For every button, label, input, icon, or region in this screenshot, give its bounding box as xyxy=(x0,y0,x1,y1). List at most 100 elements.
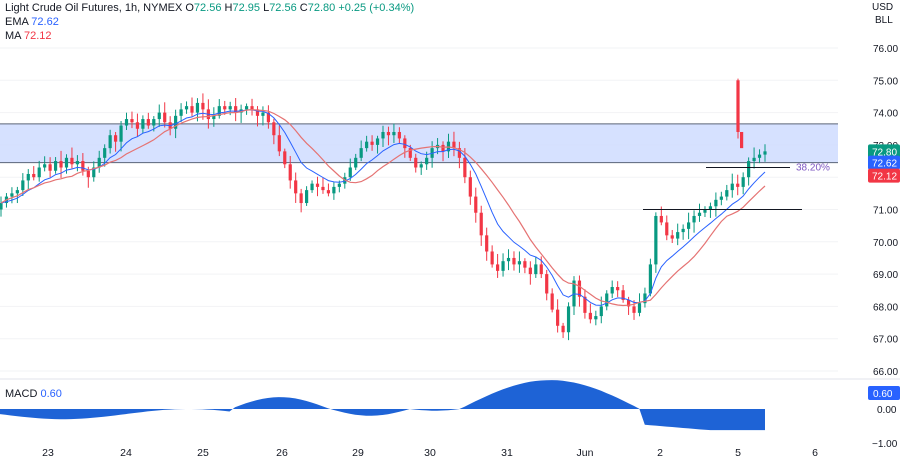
candle-body xyxy=(119,125,123,142)
candle-body xyxy=(244,106,249,110)
candle-body xyxy=(32,173,36,178)
candle-body xyxy=(610,287,614,294)
candle-body xyxy=(637,303,642,313)
candle-body xyxy=(457,148,461,158)
ma-legend[interactable]: MA 72.12 xyxy=(5,30,52,42)
ema-legend[interactable]: EMA 72.62 xyxy=(5,16,59,28)
candle-body xyxy=(294,180,298,194)
price-badge: 72.80 xyxy=(872,147,897,158)
candle-body xyxy=(703,209,707,213)
candle-body xyxy=(577,280,582,297)
candle-body xyxy=(714,199,718,207)
candle-body xyxy=(386,131,391,136)
candle-body xyxy=(59,161,63,168)
currency-label: USD xyxy=(872,2,894,13)
ma-badge-bg xyxy=(868,168,900,183)
candle-body xyxy=(632,306,636,313)
candle-body xyxy=(763,151,767,155)
candle-body xyxy=(15,190,19,194)
candle-body xyxy=(626,299,631,307)
candle-body xyxy=(757,154,762,158)
candle-body xyxy=(419,164,423,168)
candle-body xyxy=(425,157,429,165)
candle-body xyxy=(643,293,647,304)
candle-body xyxy=(594,316,598,320)
grid xyxy=(0,47,838,372)
candle-body xyxy=(81,161,85,171)
candle-body xyxy=(228,106,232,110)
candle-body xyxy=(463,157,467,178)
high-value: 72.95 xyxy=(232,2,260,14)
close-value: 72.80 xyxy=(307,2,336,14)
time-tick-label: Jun xyxy=(577,447,594,459)
candle-body xyxy=(75,161,79,165)
candle-body xyxy=(452,141,456,149)
fib-label: 38.20% xyxy=(796,163,830,174)
candle-body xyxy=(485,235,489,252)
candle-body xyxy=(26,173,30,181)
time-tick-label: 31 xyxy=(501,447,513,459)
macd-legend[interactable]: MACD 0.60 xyxy=(5,388,62,400)
candle-body xyxy=(277,135,281,152)
candle-body xyxy=(283,151,287,165)
time-axis: 23 24 25 26 29 30 31 Jun 2 5 6 xyxy=(42,447,818,459)
candle-body xyxy=(397,131,401,139)
candle-body xyxy=(403,138,407,149)
macd-tick-label: −1.00 xyxy=(872,439,898,450)
candle-body xyxy=(255,109,260,116)
candle-body xyxy=(163,112,167,123)
macd-legend-value: 0.60 xyxy=(40,388,62,400)
candle-body xyxy=(534,264,538,275)
candle-body xyxy=(130,119,134,123)
candle-body xyxy=(326,190,331,194)
macd-histogram xyxy=(0,380,765,431)
candle-body xyxy=(468,177,472,197)
candle-body xyxy=(359,148,363,158)
candle-body xyxy=(697,212,702,216)
ma-line xyxy=(0,108,766,307)
price-badge-bg xyxy=(868,144,900,159)
candle-body xyxy=(299,193,303,204)
candle-body xyxy=(315,183,320,187)
candle-body xyxy=(474,196,478,213)
candle-body xyxy=(736,80,740,132)
candle-body xyxy=(676,232,680,239)
candle-body xyxy=(141,119,145,129)
candle-body xyxy=(174,115,178,129)
time-tick-label: 30 xyxy=(424,447,436,459)
candle-body xyxy=(670,235,674,239)
candle-body xyxy=(201,102,205,110)
candle-body xyxy=(184,106,189,110)
time-tick-label: 26 xyxy=(276,447,288,459)
time-tick-label: 25 xyxy=(197,447,209,459)
candle-body xyxy=(528,267,532,275)
candle-body xyxy=(561,325,565,333)
candle-body xyxy=(217,106,221,116)
candle-body xyxy=(305,190,309,204)
candle-body xyxy=(736,183,740,187)
candle-body xyxy=(681,228,685,233)
candle-body xyxy=(381,131,385,139)
candle-body xyxy=(212,115,216,120)
candle-body xyxy=(512,257,516,265)
time-tick-label: 5 xyxy=(735,447,741,459)
candle-body xyxy=(719,196,723,200)
candle-body xyxy=(43,164,47,168)
candle-body xyxy=(599,306,603,317)
candle-body xyxy=(97,157,101,168)
candle-body xyxy=(195,102,200,113)
symbol-title: Light Crude Oil Futures, 1h, NYMEX xyxy=(5,2,183,14)
candle-body xyxy=(370,141,374,145)
price-axis: 76.0075.0074.0073.0072.0071.0070.0069.00… xyxy=(873,44,898,378)
candle-body xyxy=(501,261,505,271)
candle-body xyxy=(365,141,369,149)
candle-body xyxy=(687,222,691,229)
candle-body xyxy=(190,106,194,113)
candle-body xyxy=(86,170,90,178)
candle-body xyxy=(583,296,587,313)
candle-body xyxy=(114,135,118,142)
price-tick-label: 74.00 xyxy=(873,109,898,120)
price-tick-label: 66.00 xyxy=(873,367,898,378)
